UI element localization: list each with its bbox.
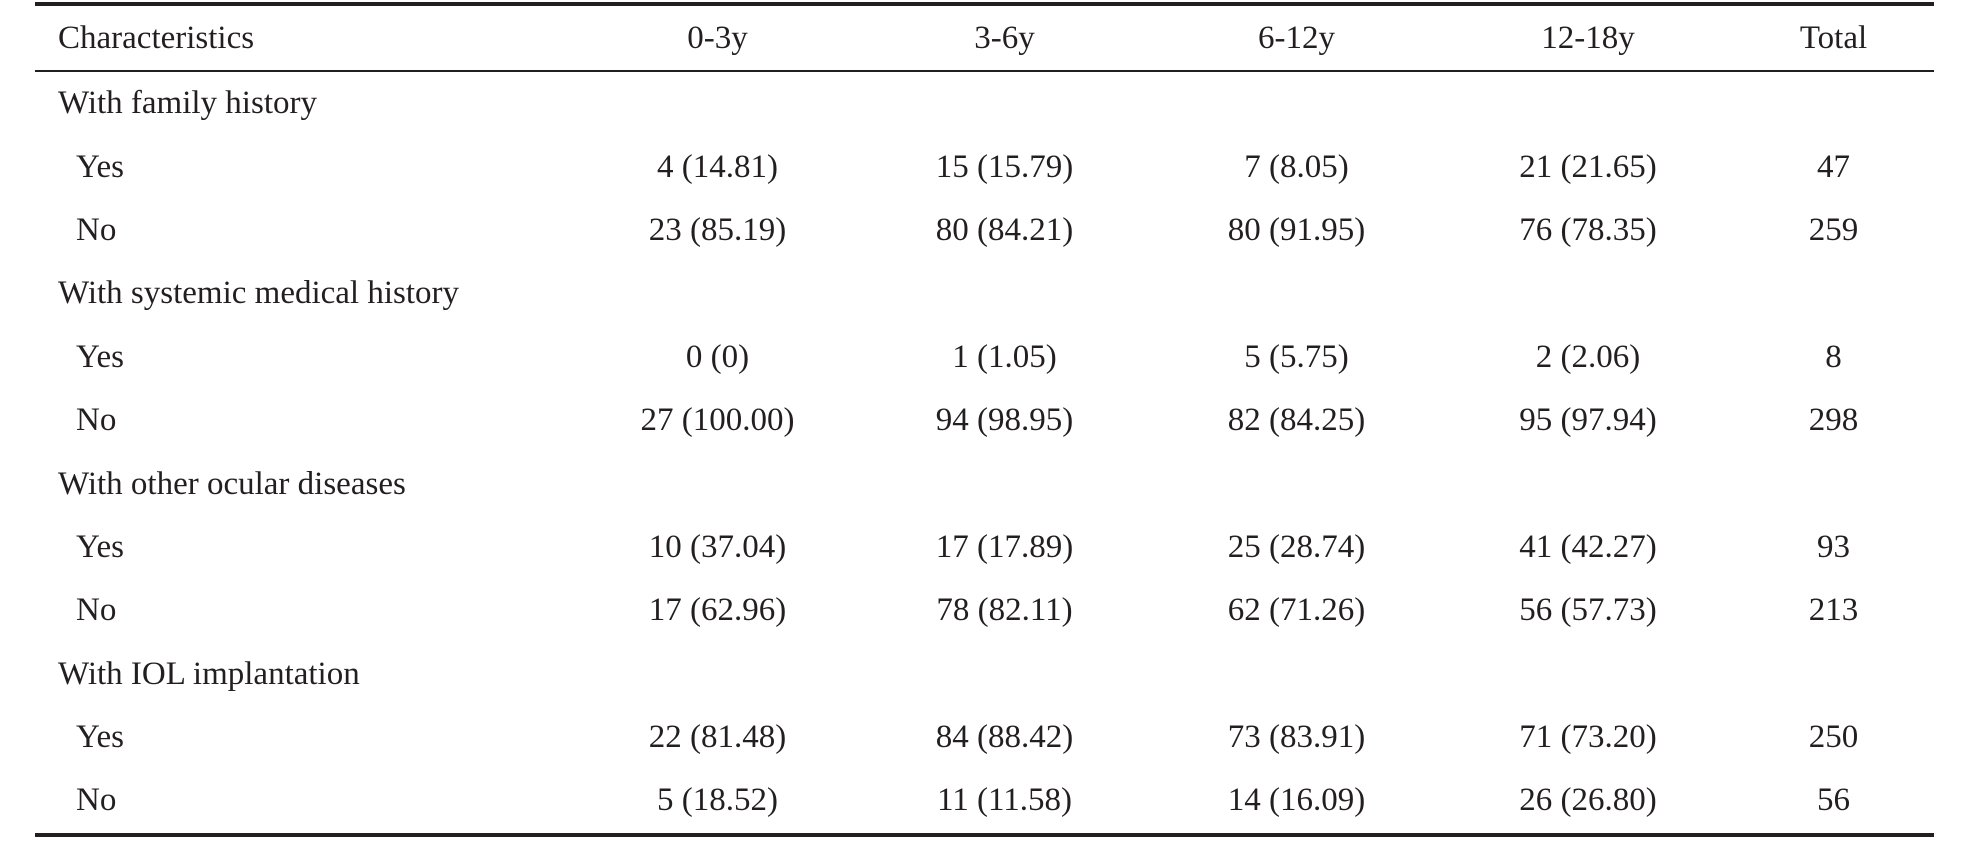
cell-total: 213 xyxy=(1808,592,1859,629)
cell-total: 259 xyxy=(1808,211,1859,248)
group-row: With systemic medical history xyxy=(35,262,1934,325)
cell-3-6y: 1 (1.05) xyxy=(952,338,1057,375)
row-label: No xyxy=(76,402,117,439)
cell-12-18y: 56 (57.73) xyxy=(1519,592,1657,629)
row-label: Yes xyxy=(76,528,125,565)
group-label: With systemic medical history xyxy=(58,275,460,312)
cell-6-12y: 7 (8.05) xyxy=(1244,148,1349,185)
header-age-6-12y: 6-12y xyxy=(1150,2,1443,72)
table-body: With family history Yes 4 (14.81) 15 (15… xyxy=(35,71,1934,837)
table-row: No 5 (18.52) 11 (11.58) 14 (16.09) 26 (2… xyxy=(35,769,1934,837)
cell-0-3y: 4 (14.81) xyxy=(657,148,778,185)
cell-6-12y: 73 (83.91) xyxy=(1227,719,1366,756)
cell-6-12y: 14 (16.09) xyxy=(1150,769,1443,837)
cell-12-18y: 2 (2.06) xyxy=(1535,338,1641,375)
cell-0-3y: 0 (0) xyxy=(685,338,750,375)
header-characteristics: Characteristics xyxy=(35,2,576,72)
cell-12-18y: 95 (97.94) xyxy=(1519,402,1657,439)
cell-6-12y: 80 (91.95) xyxy=(1227,211,1366,248)
table-row: No 27 (100.00) 94 (98.95) 82 (84.25) 95 … xyxy=(35,389,1934,452)
cell-total: 250 xyxy=(1808,719,1859,756)
group-label: With IOL implantation xyxy=(58,655,360,692)
table-row: Yes 0 (0) 1 (1.05) 5 (5.75) 2 (2.06) 8 xyxy=(35,326,1934,389)
cell-0-3y: 27 (100.00) xyxy=(640,402,795,439)
cell-3-6y: 17 (17.89) xyxy=(935,528,1074,565)
table-row: Yes 22 (81.48) 84 (88.42) 73 (83.91) 71 … xyxy=(35,706,1934,769)
header-total: Total xyxy=(1733,2,1934,72)
group-row: With other ocular diseases xyxy=(35,452,1934,515)
cell-total: 93 xyxy=(1817,528,1850,565)
table-row: Yes 10 (37.04) 17 (17.89) 25 (28.74) 41 … xyxy=(35,516,1934,579)
cell-12-18y: 26 (26.80) xyxy=(1443,769,1733,837)
cell-6-12y: 5 (5.75) xyxy=(1244,338,1349,375)
group-row: With IOL implantation xyxy=(35,643,1934,706)
group-label: With family history xyxy=(58,85,317,122)
cell-total: 298 xyxy=(1808,402,1859,439)
row-label: No xyxy=(76,211,117,248)
header-age-12-18y: 12-18y xyxy=(1443,2,1733,72)
cell-total: 56 xyxy=(1733,769,1934,837)
cell-total: 8 xyxy=(1825,338,1842,375)
header-row: Characteristics 0-3y 3-6y 6-12y 12-18y T… xyxy=(35,2,1934,72)
group-label: With other ocular diseases xyxy=(58,465,406,502)
cell-12-18y: 41 (42.27) xyxy=(1519,528,1657,565)
cell-0-3y: 23 (85.19) xyxy=(648,211,787,248)
cell-3-6y: 80 (84.21) xyxy=(935,211,1074,248)
cell-3-6y: 11 (11.58) xyxy=(859,769,1150,837)
cell-total: 47 xyxy=(1817,148,1850,185)
row-label: No xyxy=(76,592,117,629)
cell-3-6y: 15 (15.79) xyxy=(935,148,1074,185)
cell-3-6y: 78 (82.11) xyxy=(936,592,1073,629)
table-row: No 17 (62.96) 78 (82.11) 62 (71.26) 56 (… xyxy=(35,579,1934,642)
table-row: No 23 (85.19) 80 (84.21) 80 (91.95) 76 (… xyxy=(35,199,1934,262)
cell-0-3y: 5 (18.52) xyxy=(576,769,859,837)
header-age-3-6y: 3-6y xyxy=(859,2,1150,72)
group-row: With family history xyxy=(35,71,1934,135)
cell-3-6y: 84 (88.42) xyxy=(935,719,1074,756)
cell-0-3y: 17 (62.96) xyxy=(648,592,787,629)
row-label: Yes xyxy=(76,719,125,756)
cell-12-18y: 76 (78.35) xyxy=(1519,211,1657,248)
row-label: No xyxy=(35,769,576,837)
cell-6-12y: 25 (28.74) xyxy=(1227,528,1366,565)
cell-0-3y: 10 (37.04) xyxy=(648,528,787,565)
table-header: Characteristics 0-3y 3-6y 6-12y 12-18y T… xyxy=(35,2,1934,72)
characteristics-table: Characteristics 0-3y 3-6y 6-12y 12-18y T… xyxy=(35,2,1934,837)
cell-12-18y: 71 (73.20) xyxy=(1519,719,1657,756)
table-row: Yes 4 (14.81) 15 (15.79) 7 (8.05) 21 (21… xyxy=(35,135,1934,198)
cell-6-12y: 82 (84.25) xyxy=(1227,402,1366,439)
row-label: Yes xyxy=(76,148,125,185)
row-label: Yes xyxy=(76,338,125,375)
header-age-0-3y: 0-3y xyxy=(576,2,859,72)
cell-6-12y: 62 (71.26) xyxy=(1227,592,1366,629)
cell-3-6y: 94 (98.95) xyxy=(935,402,1074,439)
cell-0-3y: 22 (81.48) xyxy=(648,719,787,756)
cell-12-18y: 21 (21.65) xyxy=(1519,148,1657,185)
